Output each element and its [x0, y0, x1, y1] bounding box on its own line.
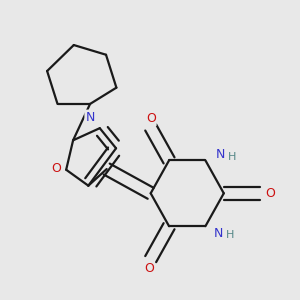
Text: O: O — [144, 262, 154, 275]
Text: N: N — [214, 226, 223, 240]
Text: O: O — [52, 162, 61, 175]
Text: H: H — [226, 230, 235, 240]
Text: H: H — [228, 152, 236, 162]
Text: O: O — [146, 112, 156, 125]
Text: O: O — [265, 187, 275, 200]
Text: N: N — [85, 111, 95, 124]
Text: N: N — [215, 148, 225, 161]
